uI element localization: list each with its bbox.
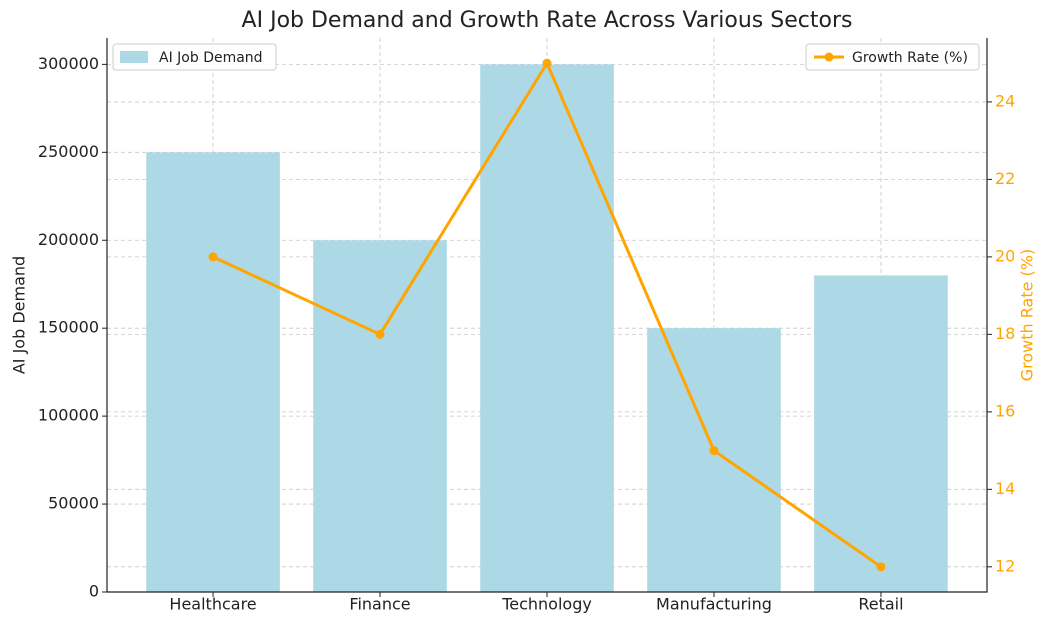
axes-frame [106,38,988,593]
line-point [876,562,886,572]
bar [146,152,280,593]
line-point [208,252,218,262]
legend-label: AI Job Demand [159,50,263,66]
legend-swatch-point [824,52,834,62]
legend-swatch [120,51,148,63]
legend: Growth Rate (%) [805,43,980,71]
line-point [709,446,719,456]
y2-tick-label: 16 [995,401,1015,420]
x-tick-label: Manufacturing [656,595,772,614]
y-tick-label: 50000 [48,494,99,513]
legend-box [112,43,277,71]
y-axis-label: AI Job Demand [10,256,29,374]
bar [480,64,614,592]
y2-axis-label: Growth Rate (%) [1018,249,1037,381]
legend-box [805,43,980,71]
x-tick-label: Healthcare [169,595,256,614]
y2-tick-label: 20 [995,246,1015,265]
y2-tick-label: 14 [995,479,1015,498]
bar [647,328,781,592]
bar [313,240,447,592]
y-tick-label: 0 [89,582,99,601]
y-tick-label: 100000 [38,406,99,425]
y-tick-label: 200000 [38,230,99,249]
y-tick-label: 150000 [38,318,99,337]
y-tick-label: 250000 [38,142,99,161]
x-tick-label: Retail [858,595,903,614]
legend-label: Growth Rate (%) [852,50,968,66]
chart-title: AI Job Demand and Growth Rate Across Var… [242,8,853,33]
y2-tick-label: 18 [995,324,1015,343]
y2-tick-label: 24 [995,91,1015,110]
y-tick-label: 300000 [38,54,99,73]
y2-tick-label: 22 [995,169,1015,188]
y2-tick-label: 12 [995,556,1015,575]
x-tick-label: Technology [501,595,592,614]
legend: AI Job Demand [112,43,277,71]
bar [814,275,948,592]
line-point [542,58,552,68]
line-point [375,329,385,339]
x-tick-label: Finance [349,595,410,614]
